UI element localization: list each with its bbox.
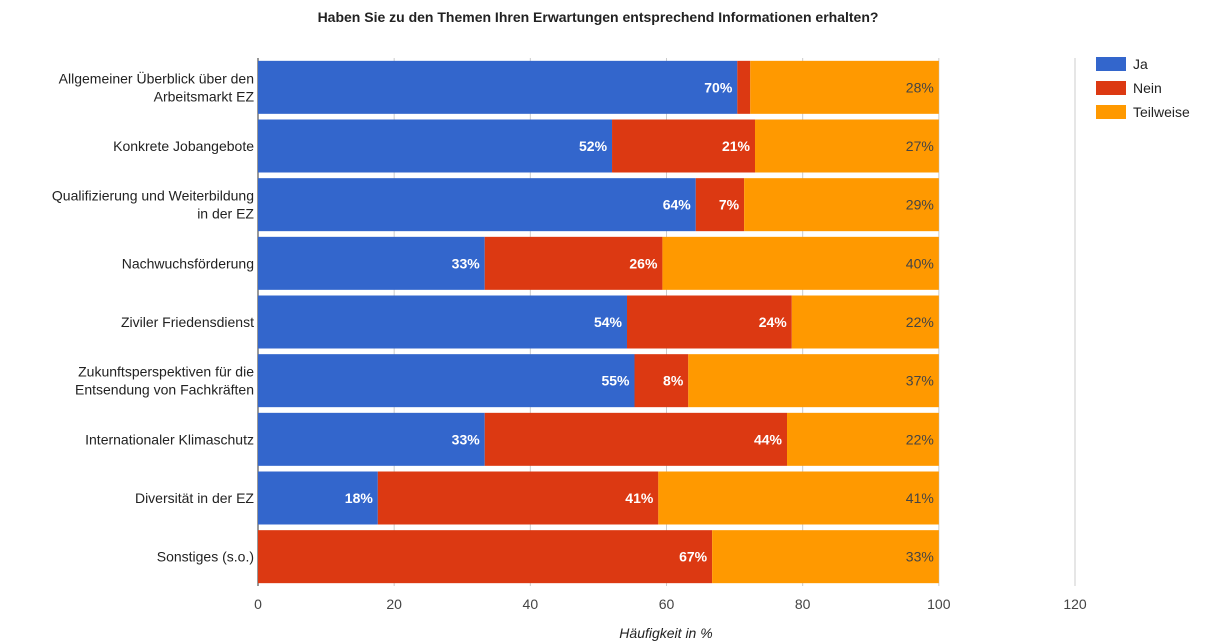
legend-swatch (1096, 105, 1126, 119)
bar-segment (258, 236, 485, 290)
bars: 70% 28% 52% 21% 27% 64% 7% 29% 33% 26% 40% 54% 24% 22… (258, 60, 939, 584)
category-label: Qualifizierung und Weiterbildung (52, 188, 254, 204)
bar-segment (658, 471, 939, 525)
bar-segment (787, 412, 939, 466)
bar-segment (750, 60, 939, 114)
category-label: in der EZ (197, 206, 254, 222)
legend-label: Teilweise (1133, 104, 1190, 120)
bar-segment (377, 471, 659, 525)
bar-segment (484, 412, 788, 466)
data-label: 52% (579, 138, 608, 154)
legend-swatch (1096, 57, 1126, 71)
data-label: 37% (906, 373, 934, 389)
data-label: 33% (452, 255, 481, 271)
bar-segment (258, 60, 738, 114)
bar-segment (737, 60, 751, 114)
data-label: 67% (679, 549, 708, 565)
bar-segment (258, 354, 635, 408)
category-label: Sonstiges (s.o.) (157, 549, 254, 565)
bar-segment (688, 354, 939, 408)
x-tick-label: 0 (254, 596, 262, 612)
x-tick-labels: 0 20 40 60 80 100 120 (254, 596, 1087, 612)
bar-segment (755, 119, 939, 173)
category-label: Nachwuchsförderung (122, 255, 254, 271)
data-label: 40% (906, 255, 934, 271)
bar-segment (612, 119, 756, 173)
chart-title: Haben Sie zu den Themen Ihren Erwartunge… (318, 9, 879, 25)
data-label: 44% (754, 431, 783, 447)
data-label: 54% (594, 314, 623, 330)
data-label: 41% (625, 490, 654, 506)
legend: Ja Nein Teilweise (1096, 56, 1190, 120)
data-label: 28% (906, 79, 934, 95)
category-label: Ziviler Friedensdienst (121, 314, 254, 330)
category-label: Diversität in der EZ (135, 490, 254, 506)
legend-label: Ja (1133, 56, 1148, 72)
category-label: Arbeitsmarkt EZ (154, 88, 255, 104)
bar-segment (258, 471, 378, 525)
category-label: Internationaler Klimaschutz (85, 431, 254, 447)
data-label: 22% (906, 431, 934, 447)
data-label: 27% (906, 138, 934, 154)
data-label: 22% (906, 314, 934, 330)
data-label: 8% (663, 373, 684, 389)
x-tick-label: 20 (386, 596, 402, 612)
x-tick-label: 60 (659, 596, 675, 612)
data-label: 18% (345, 490, 374, 506)
x-tick-label: 120 (1063, 596, 1087, 612)
data-label: 21% (722, 138, 751, 154)
bar-segment (695, 178, 745, 232)
bar-segment (712, 530, 939, 584)
bar-segment (258, 295, 628, 349)
data-label: 64% (663, 197, 692, 213)
bar-segment (744, 178, 939, 232)
bar-segment (258, 530, 713, 584)
category-label: Konkrete Jobangebote (113, 138, 254, 154)
data-label: 33% (906, 549, 934, 565)
category-label: Entsendung von Fachkräften (75, 382, 254, 398)
data-label: 29% (906, 197, 934, 213)
x-axis-title: Häufigkeit in % (619, 625, 712, 641)
legend-label: Nein (1133, 80, 1162, 96)
bar-segment (258, 178, 696, 232)
data-label: 70% (704, 79, 733, 95)
bar-segment (791, 295, 939, 349)
x-tick-label: 80 (795, 596, 811, 612)
category-labels: Allgemeiner Überblick über den Arbeitsmar… (52, 69, 255, 564)
data-label: 41% (906, 490, 934, 506)
bar-segment (258, 412, 485, 466)
bar-segment (627, 295, 792, 349)
data-label: 55% (601, 373, 630, 389)
x-tick-label: 40 (523, 596, 539, 612)
data-label: 33% (452, 431, 481, 447)
data-label: 24% (759, 314, 788, 330)
bar-segment (634, 354, 689, 408)
category-label: Allgemeiner Überblick über den (59, 69, 254, 86)
data-label: 7% (719, 197, 740, 213)
data-label: 26% (629, 255, 658, 271)
bar-segment (258, 119, 613, 173)
x-tick-label: 100 (927, 596, 951, 612)
bar-segment (484, 236, 663, 290)
bar-segment (662, 236, 939, 290)
legend-swatch (1096, 81, 1126, 95)
category-label: Zukunftsperspektiven für die (78, 364, 254, 380)
